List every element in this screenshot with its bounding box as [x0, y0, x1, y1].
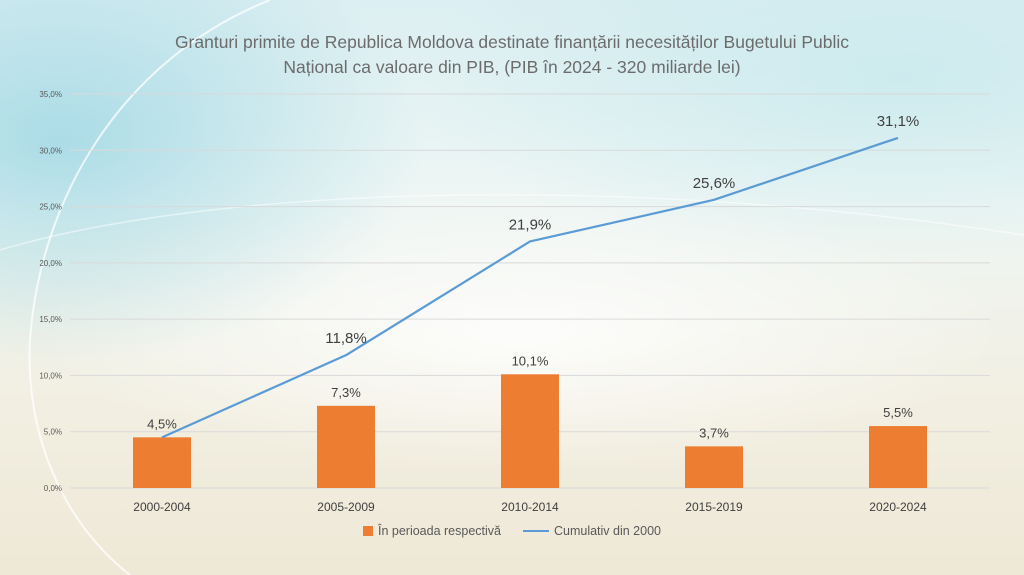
- x-category-label: 2020-2024: [869, 500, 927, 514]
- legend-item-bars: În perioada respectivă: [362, 524, 501, 538]
- y-tick-label: 0,0%: [44, 484, 62, 493]
- bar: [685, 446, 743, 488]
- legend-label-line: Cumulativ din 2000: [553, 524, 661, 538]
- legend: În perioada respectivă Cumulativ din 200…: [0, 524, 1024, 538]
- line-data-label: 21,9%: [509, 216, 552, 233]
- chart-title: Granturi primite de Republica Moldova de…: [0, 30, 1024, 80]
- bar: [133, 437, 191, 488]
- x-category-label: 2015-2019: [685, 500, 743, 514]
- line-data-label: 25,6%: [693, 175, 736, 192]
- bar-data-label: 3,7%: [699, 425, 729, 440]
- y-tick-label: 10,0%: [39, 371, 62, 380]
- y-tick-label: 30,0%: [39, 146, 62, 155]
- x-category-label: 2000-2004: [133, 500, 191, 514]
- y-tick-label: 20,0%: [39, 259, 62, 268]
- bar-data-label: 5,5%: [883, 405, 913, 420]
- legend-label-bars: În perioada respectivă: [377, 524, 501, 538]
- bar-data-label: 10,1%: [512, 353, 549, 368]
- legend-line-swatch: [522, 530, 549, 532]
- bar-data-label: 4,5%: [147, 416, 177, 431]
- bar-data-label: 7,3%: [331, 385, 361, 400]
- line-data-label: 31,1%: [877, 113, 920, 130]
- legend-item-line: Cumulativ din 2000: [522, 524, 661, 538]
- x-category-label: 2005-2009: [317, 500, 375, 514]
- legend-bar-swatch: [362, 526, 373, 536]
- bar: [869, 426, 927, 488]
- y-tick-label: 5,0%: [44, 428, 62, 437]
- bar: [501, 374, 559, 488]
- bar: [317, 405, 375, 488]
- chart-title-line-1: Granturi primite de Republica Moldova de…: [174, 32, 850, 52]
- chart-title-line-2: Național ca valoare din PIB, (PIB în 202…: [283, 57, 741, 77]
- line-data-label: 11,8%: [325, 330, 366, 347]
- x-category-label: 2010-2014: [501, 500, 559, 514]
- y-tick-label: 25,0%: [39, 203, 62, 212]
- y-tick-label: 35,0%: [39, 90, 62, 99]
- y-tick-label: 15,0%: [39, 315, 62, 324]
- cumulative-line: [161, 136, 899, 439]
